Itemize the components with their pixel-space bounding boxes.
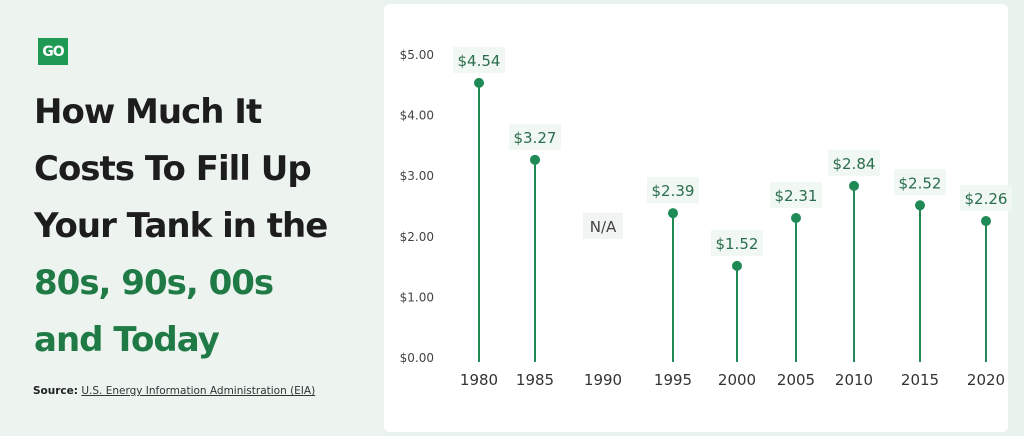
label-bg xyxy=(828,149,880,176)
x-tick-label: 2020 xyxy=(967,371,1005,389)
y-tick-label: $5.00 xyxy=(400,48,434,62)
source-label: Source: xyxy=(33,385,78,397)
label-bg xyxy=(453,46,505,73)
data-label: N/A xyxy=(590,218,617,236)
data-label: $2.52 xyxy=(899,174,942,192)
x-tick-label: 2005 xyxy=(777,371,815,389)
data-label: $2.26 xyxy=(965,190,1008,208)
data-point xyxy=(915,200,925,211)
x-tick-label: 1990 xyxy=(584,371,622,389)
x-tick-label: 2010 xyxy=(835,371,873,389)
label-bg xyxy=(711,229,763,256)
x-tick-label: 1980 xyxy=(460,371,498,389)
source-link[interactable]: U.S. Energy Information Administration (… xyxy=(81,385,316,397)
data-label: $1.52 xyxy=(716,235,759,253)
data-point xyxy=(791,213,801,224)
title-line: Your Tank in the xyxy=(34,206,328,246)
label-bg xyxy=(894,169,946,196)
title-line: How Much It xyxy=(34,92,262,132)
data-label: $2.39 xyxy=(652,182,695,200)
data-point xyxy=(732,260,742,271)
data-point xyxy=(530,154,540,165)
chart-panel xyxy=(384,4,1008,432)
x-tick-label: 2015 xyxy=(901,371,939,389)
data-label: $4.54 xyxy=(458,52,501,70)
title-line: 80s, 90s, 00s xyxy=(34,263,274,303)
y-tick-label: $0.00 xyxy=(400,351,434,365)
data-label: $3.27 xyxy=(514,129,557,147)
y-tick-label: $1.00 xyxy=(400,290,434,304)
title-panel: GO How Much It Costs To Fill Up Your Tan… xyxy=(0,0,384,436)
label-bg xyxy=(583,212,623,239)
label-bg xyxy=(509,123,561,150)
label-bg xyxy=(647,177,699,204)
data-label: $2.31 xyxy=(775,187,818,205)
label-bg xyxy=(770,182,822,209)
data-point xyxy=(668,208,678,219)
logo: GO xyxy=(38,38,68,65)
data-label: $2.84 xyxy=(833,155,876,173)
y-tick-label: $2.00 xyxy=(400,230,434,244)
title-line: Costs To Fill Up xyxy=(34,149,312,189)
y-tick-label: $3.00 xyxy=(400,169,434,183)
x-tick-label: 1985 xyxy=(516,371,554,389)
y-tick-label: $4.00 xyxy=(400,109,434,123)
x-tick-label: 1995 xyxy=(654,371,692,389)
data-point xyxy=(849,180,859,191)
title-line: and Today xyxy=(34,320,220,360)
label-bg xyxy=(960,185,1012,212)
data-point xyxy=(474,77,484,88)
page-title: How Much It Costs To Fill Up Your Tank i… xyxy=(34,84,328,369)
data-point xyxy=(981,216,991,227)
x-tick-label: 2000 xyxy=(718,371,756,389)
source: Source: U.S. Energy Information Administ… xyxy=(33,385,315,397)
